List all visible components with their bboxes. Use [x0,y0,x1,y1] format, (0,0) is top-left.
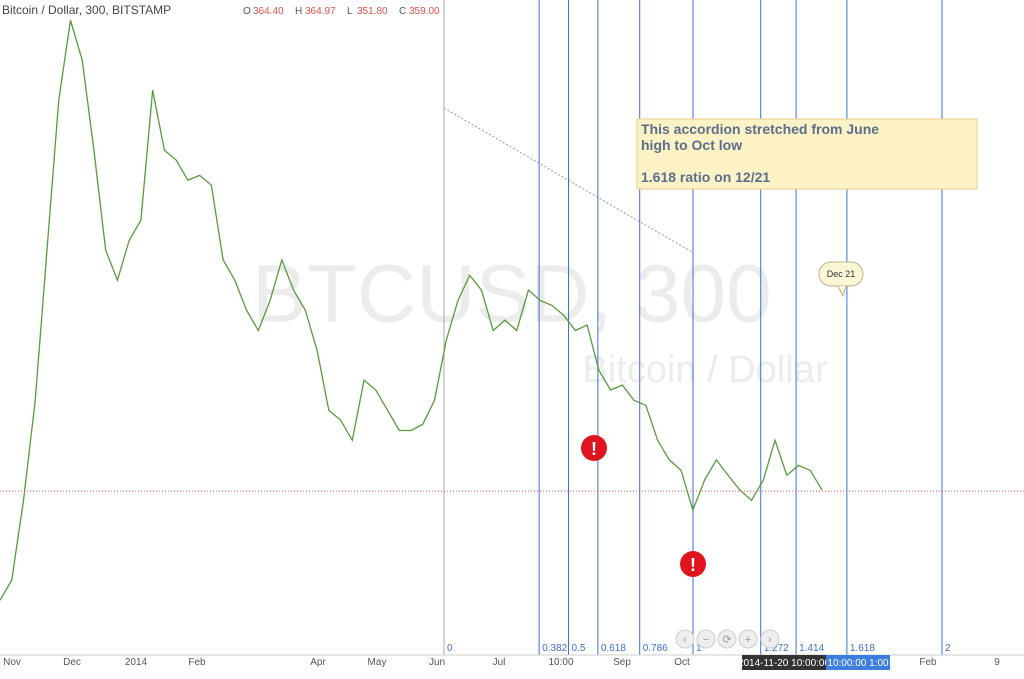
x-tick-label: Apr [310,657,326,668]
ohlc-value: 351.80 [357,6,388,17]
time-box [826,655,890,670]
alert-icon: ! [680,551,706,577]
ohlc-label: C [399,6,406,17]
x-tick-label: Nov [3,657,21,668]
zoom-in-button[interactable]: + [738,629,758,649]
ohlc-value: 364.97 [305,6,336,17]
x-tick-label: Dec [63,657,81,668]
watermark-subtitle: Bitcoin / Dollar [583,349,828,391]
svg-text:‹: ‹ [683,634,687,646]
svg-text:!: ! [591,439,597,459]
x-tick-label: Oct [674,657,690,668]
fib-label: 0.618 [601,643,626,654]
fib-label: 0 [447,643,453,654]
ohlc-label: L [347,6,353,17]
x-tick-label: 9 [994,657,1000,668]
fib-label: 0.5 [572,643,586,654]
svg-text:⟳: ⟳ [722,634,731,646]
x-tick-label: Jul [493,657,506,668]
x-tick-label: Feb [188,657,206,668]
nav-buttons: ‹ − ⟳ + › [675,629,780,649]
fib-label: 1.272 [764,643,789,654]
callout-text: Dec 21 [827,269,856,279]
fib-label: 1 [696,643,702,654]
scroll-left-button[interactable]: ‹ [675,629,695,649]
fib-label: 1.414 [799,643,824,654]
x-tick-label: 10:00 [548,657,573,668]
svg-text:!: ! [690,555,696,575]
fib-label: 2 [945,643,951,654]
annotation-line: This accordion stretched from June [641,121,879,137]
callout-pointer [837,285,847,298]
timestamp: 2014-11-20 10:00:00 [738,658,831,669]
fib-label: 0.786 [643,643,668,654]
x-tick-label: May [368,657,387,668]
zoom-out-button[interactable]: − [696,629,716,649]
x-tick-label: Sep [613,657,631,668]
ohlc-value: 364.40 [253,6,284,17]
x-tick-label: 2014 [125,657,148,668]
ohlc-label: H [295,6,302,17]
ohlc-label: O [243,6,251,17]
alert-icon: ! [581,435,607,461]
ohlc-value: 359.00 [409,6,440,17]
fib-label: 0.382 [542,643,567,654]
fib-label: 1.618 [850,643,875,654]
x-tick-label: Feb [919,657,937,668]
svg-text:+: + [745,634,751,646]
plot: 0 0.382 0.5 0.618 0.786 1 1.272 1.414 1.618 2 [0,0,1024,655]
watermark: BTCUSD, 300 [252,249,772,340]
annotation-line: high to Oct low [641,137,742,153]
timestamp-box [742,655,826,670]
price-line [0,20,823,601]
svg-text:›: › [768,634,772,646]
annotation-line: 1.618 ratio on 12/21 [641,169,770,185]
symbol-title: Bitcoin / Dollar, 300, BITSTAMP [2,3,171,17]
reset-button[interactable]: ⟳ [717,629,737,649]
annotation-box [636,118,978,190]
time-box-text: 10:00:00 1:00 [827,658,889,669]
svg-text:−: − [703,634,709,646]
x-tick-label: Jun [429,657,445,668]
ohlc: O 364.40 H 364.97 L 351.80 C 359.00 [243,6,440,17]
scroll-right-button[interactable]: › [760,629,780,649]
